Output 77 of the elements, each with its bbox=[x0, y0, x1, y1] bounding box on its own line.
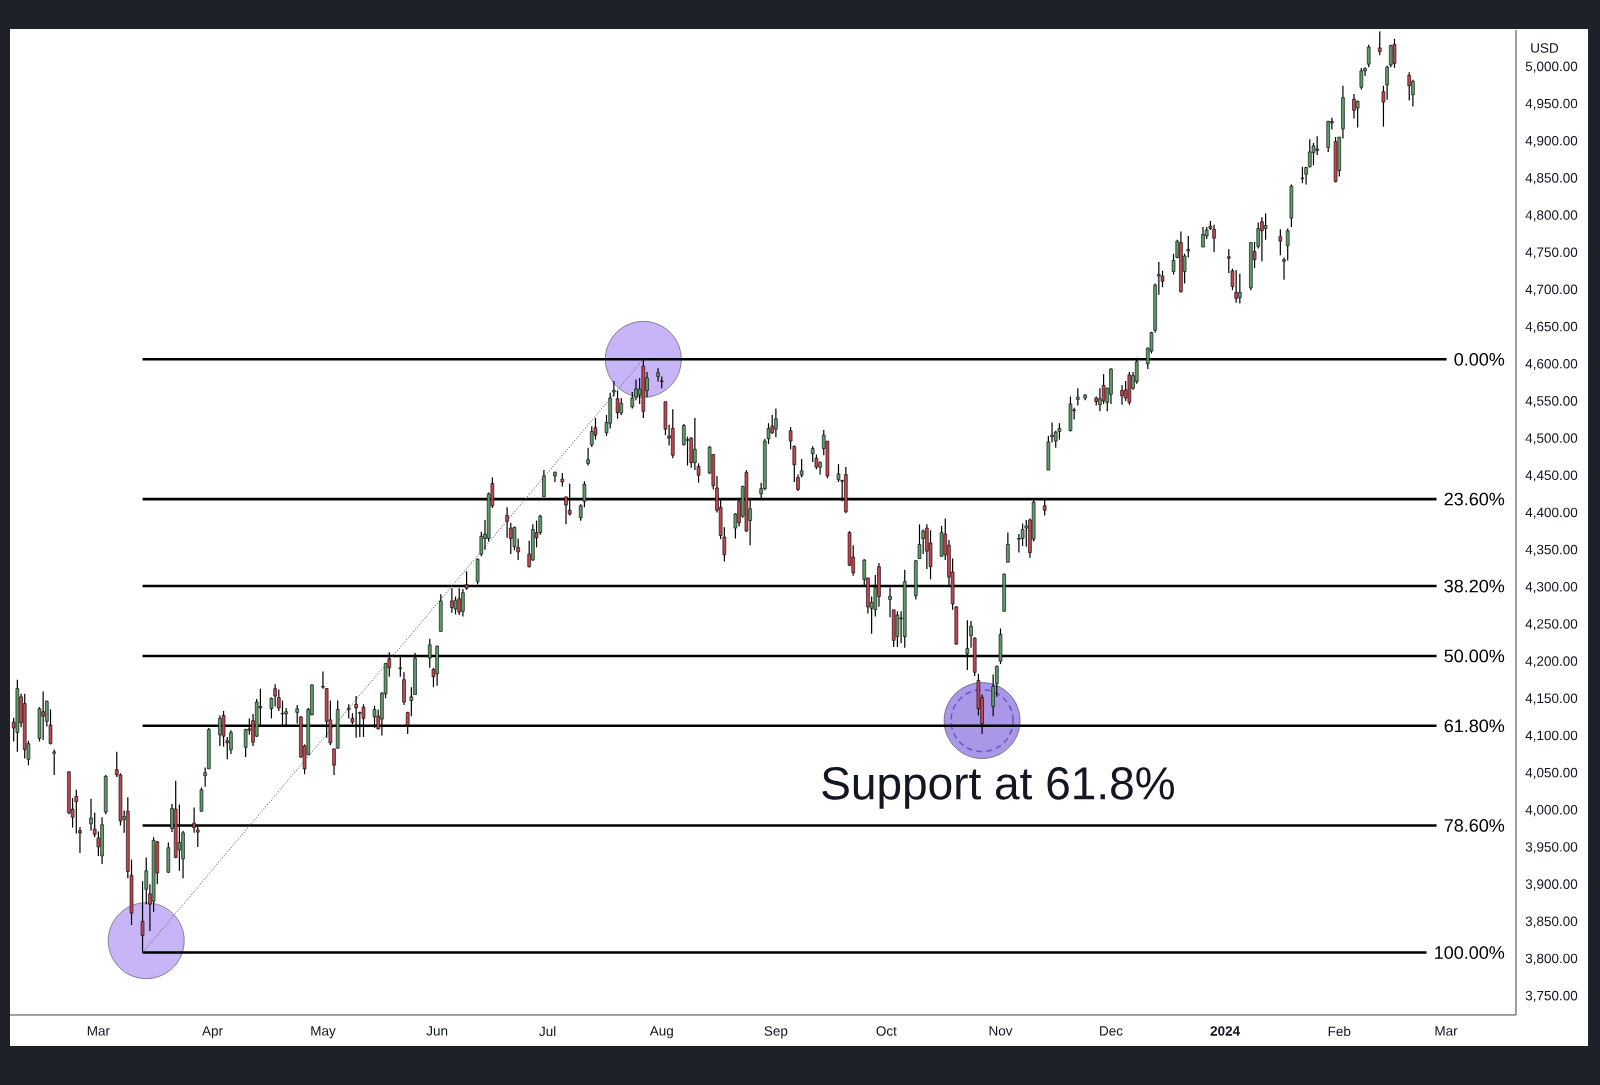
y-tick-label: 4,150.00 bbox=[1525, 693, 1578, 705]
candlestick bbox=[41, 691, 45, 741]
y-tick-label: 4,850.00 bbox=[1525, 173, 1578, 185]
x-tick-label: Jul bbox=[539, 1026, 556, 1037]
x-tick-label: Sep bbox=[764, 1026, 788, 1039]
y-tick-label: 4,100.00 bbox=[1525, 730, 1578, 742]
candlestick bbox=[1355, 100, 1360, 128]
y-tick-label: 4,600.00 bbox=[1525, 358, 1578, 371]
candlestick bbox=[74, 789, 79, 835]
x-tick-label: May bbox=[311, 1026, 336, 1039]
y-tick-label: 4,750.00 bbox=[1525, 247, 1578, 259]
candlestick bbox=[921, 528, 925, 555]
y-tick-label: 3,750.00 bbox=[1525, 990, 1578, 1002]
candlestick bbox=[402, 671, 406, 706]
y-tick-label: 3,900.00 bbox=[1525, 879, 1578, 891]
annotation: 23.60% bbox=[1444, 492, 1505, 506]
x-tick-label: Dec bbox=[1100, 1026, 1123, 1036]
annotation: 0.00% bbox=[1454, 352, 1505, 366]
y-tick-label: 4,200.00 bbox=[1525, 656, 1578, 668]
candlestick bbox=[586, 447, 590, 467]
candlestick bbox=[1366, 44, 1371, 68]
x-tick-label: 2024 bbox=[1210, 1026, 1241, 1036]
y-tick-label: 4,050.00 bbox=[1525, 767, 1578, 779]
candlestick bbox=[229, 729, 233, 755]
candlestick bbox=[1263, 213, 1268, 241]
candlestick bbox=[1006, 531, 1010, 563]
candlestick bbox=[273, 683, 277, 708]
candlestick bbox=[1260, 216, 1264, 262]
y-axis-title: USD bbox=[1531, 43, 1559, 53]
y-tick-label: 4,800.00 bbox=[1525, 210, 1578, 222]
candlestick bbox=[1234, 269, 1238, 304]
candlestick bbox=[52, 749, 56, 776]
y-tick-label: 4,250.00 bbox=[1525, 619, 1578, 631]
candlestick bbox=[461, 588, 465, 618]
candlestick bbox=[1212, 224, 1216, 253]
y-tick-label: 5,000.00 bbox=[1525, 61, 1578, 73]
candlestick bbox=[1238, 273, 1242, 305]
annotation: 78.60% bbox=[1444, 819, 1505, 832]
y-tick-label: 4,650.00 bbox=[1525, 321, 1578, 333]
x-tick-label: Feb bbox=[1328, 1026, 1351, 1037]
y-tick-label: 4,000.00 bbox=[1525, 804, 1578, 817]
annotation: 61.80% bbox=[1444, 719, 1505, 733]
candlestick bbox=[1385, 65, 1389, 101]
candlestick bbox=[199, 786, 204, 812]
x-tick-label: Apr bbox=[202, 1026, 223, 1039]
y-tick-label: 4,550.00 bbox=[1525, 396, 1578, 408]
candlestick bbox=[1120, 384, 1124, 406]
annotation: 100.00% bbox=[1435, 946, 1505, 959]
candlestick bbox=[1315, 135, 1319, 156]
y-tick-label: 4,950.00 bbox=[1525, 98, 1578, 110]
candlestick bbox=[1377, 30, 1382, 56]
y-tick-label: 4,350.00 bbox=[1525, 544, 1578, 556]
candlestick bbox=[505, 506, 509, 539]
y-tick-label: 4,450.00 bbox=[1525, 470, 1578, 482]
x-tick-label: Nov bbox=[989, 1026, 1013, 1036]
candlestick bbox=[818, 460, 822, 476]
candlestick bbox=[1285, 227, 1290, 262]
y-tick-label: 4,500.00 bbox=[1525, 433, 1578, 445]
candlestick bbox=[774, 407, 778, 438]
candlestick bbox=[1278, 228, 1283, 256]
x-tick-label: Aug bbox=[649, 1026, 673, 1039]
x-tick-label: Mar bbox=[87, 1026, 110, 1036]
y-tick-label: 4,400.00 bbox=[1525, 507, 1578, 519]
x-tick-label: Jun bbox=[426, 1026, 448, 1036]
candlestick bbox=[1359, 67, 1364, 91]
annotation: 38.20% bbox=[1444, 579, 1505, 593]
y-tick-label: 4,300.00 bbox=[1525, 581, 1578, 594]
candlestick bbox=[1201, 226, 1205, 248]
y-tick-label: 3,850.00 bbox=[1525, 916, 1578, 928]
y-tick-label: 4,900.00 bbox=[1525, 135, 1578, 148]
annotation: 50.00% bbox=[1444, 649, 1505, 663]
x-tick-label: Oct bbox=[876, 1026, 897, 1036]
y-tick-label: 3,950.00 bbox=[1525, 842, 1578, 854]
y-tick-label: 3,800.00 bbox=[1525, 953, 1578, 965]
x-tick-label: Mar bbox=[1435, 1026, 1458, 1036]
y-tick-label: 4,700.00 bbox=[1525, 284, 1578, 296]
annotation: Support at 61.8% bbox=[822, 767, 1174, 809]
